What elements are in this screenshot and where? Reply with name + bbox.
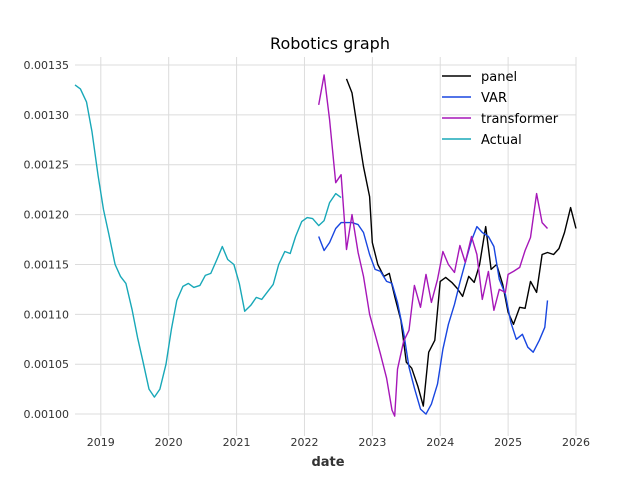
x-tick-label: 2020 (155, 436, 183, 449)
grid-lines (75, 57, 577, 436)
series-line-actual (74, 84, 342, 398)
legend: panel VAR transformer Actual (442, 70, 559, 148)
y-tick-label: 0.00120 (24, 209, 70, 222)
series-line-var (318, 221, 549, 415)
series-layer (74, 74, 577, 417)
x-axis-label: date (311, 455, 344, 470)
x-tick-label: 2023 (358, 436, 386, 449)
chart-title: Robotics graph (270, 34, 390, 53)
y-tick-label: 0.00100 (24, 408, 70, 421)
legend-label-var: VAR (481, 91, 507, 106)
x-tick-label: 2022 (290, 436, 318, 449)
x-tick-label: 2026 (562, 436, 590, 449)
x-tick-label: 2021 (223, 436, 251, 449)
legend-label-actual: Actual (481, 133, 522, 148)
legend-label-transformer: transformer (481, 112, 559, 127)
y-tick-label: 0.00105 (24, 358, 70, 371)
y-tick-label: 0.00110 (24, 308, 70, 321)
y-tick-label: 0.00135 (24, 59, 70, 72)
y-tick-label: 0.00125 (24, 159, 70, 172)
x-axis-ticks: 2019 2020 2021 2022 2023 2024 2025 2026 (87, 436, 590, 449)
x-tick-label: 2019 (87, 436, 115, 449)
x-tick-label: 2025 (494, 436, 522, 449)
series-line-transformer (318, 74, 549, 417)
y-tick-label: 0.00115 (24, 258, 70, 271)
x-tick-label: 2024 (426, 436, 454, 449)
y-tick-label: 0.00130 (24, 109, 70, 122)
legend-label-panel: panel (481, 70, 517, 85)
y-axis-ticks: 0.00100 0.00105 0.00110 0.00115 0.00120 0.001… (24, 59, 70, 421)
